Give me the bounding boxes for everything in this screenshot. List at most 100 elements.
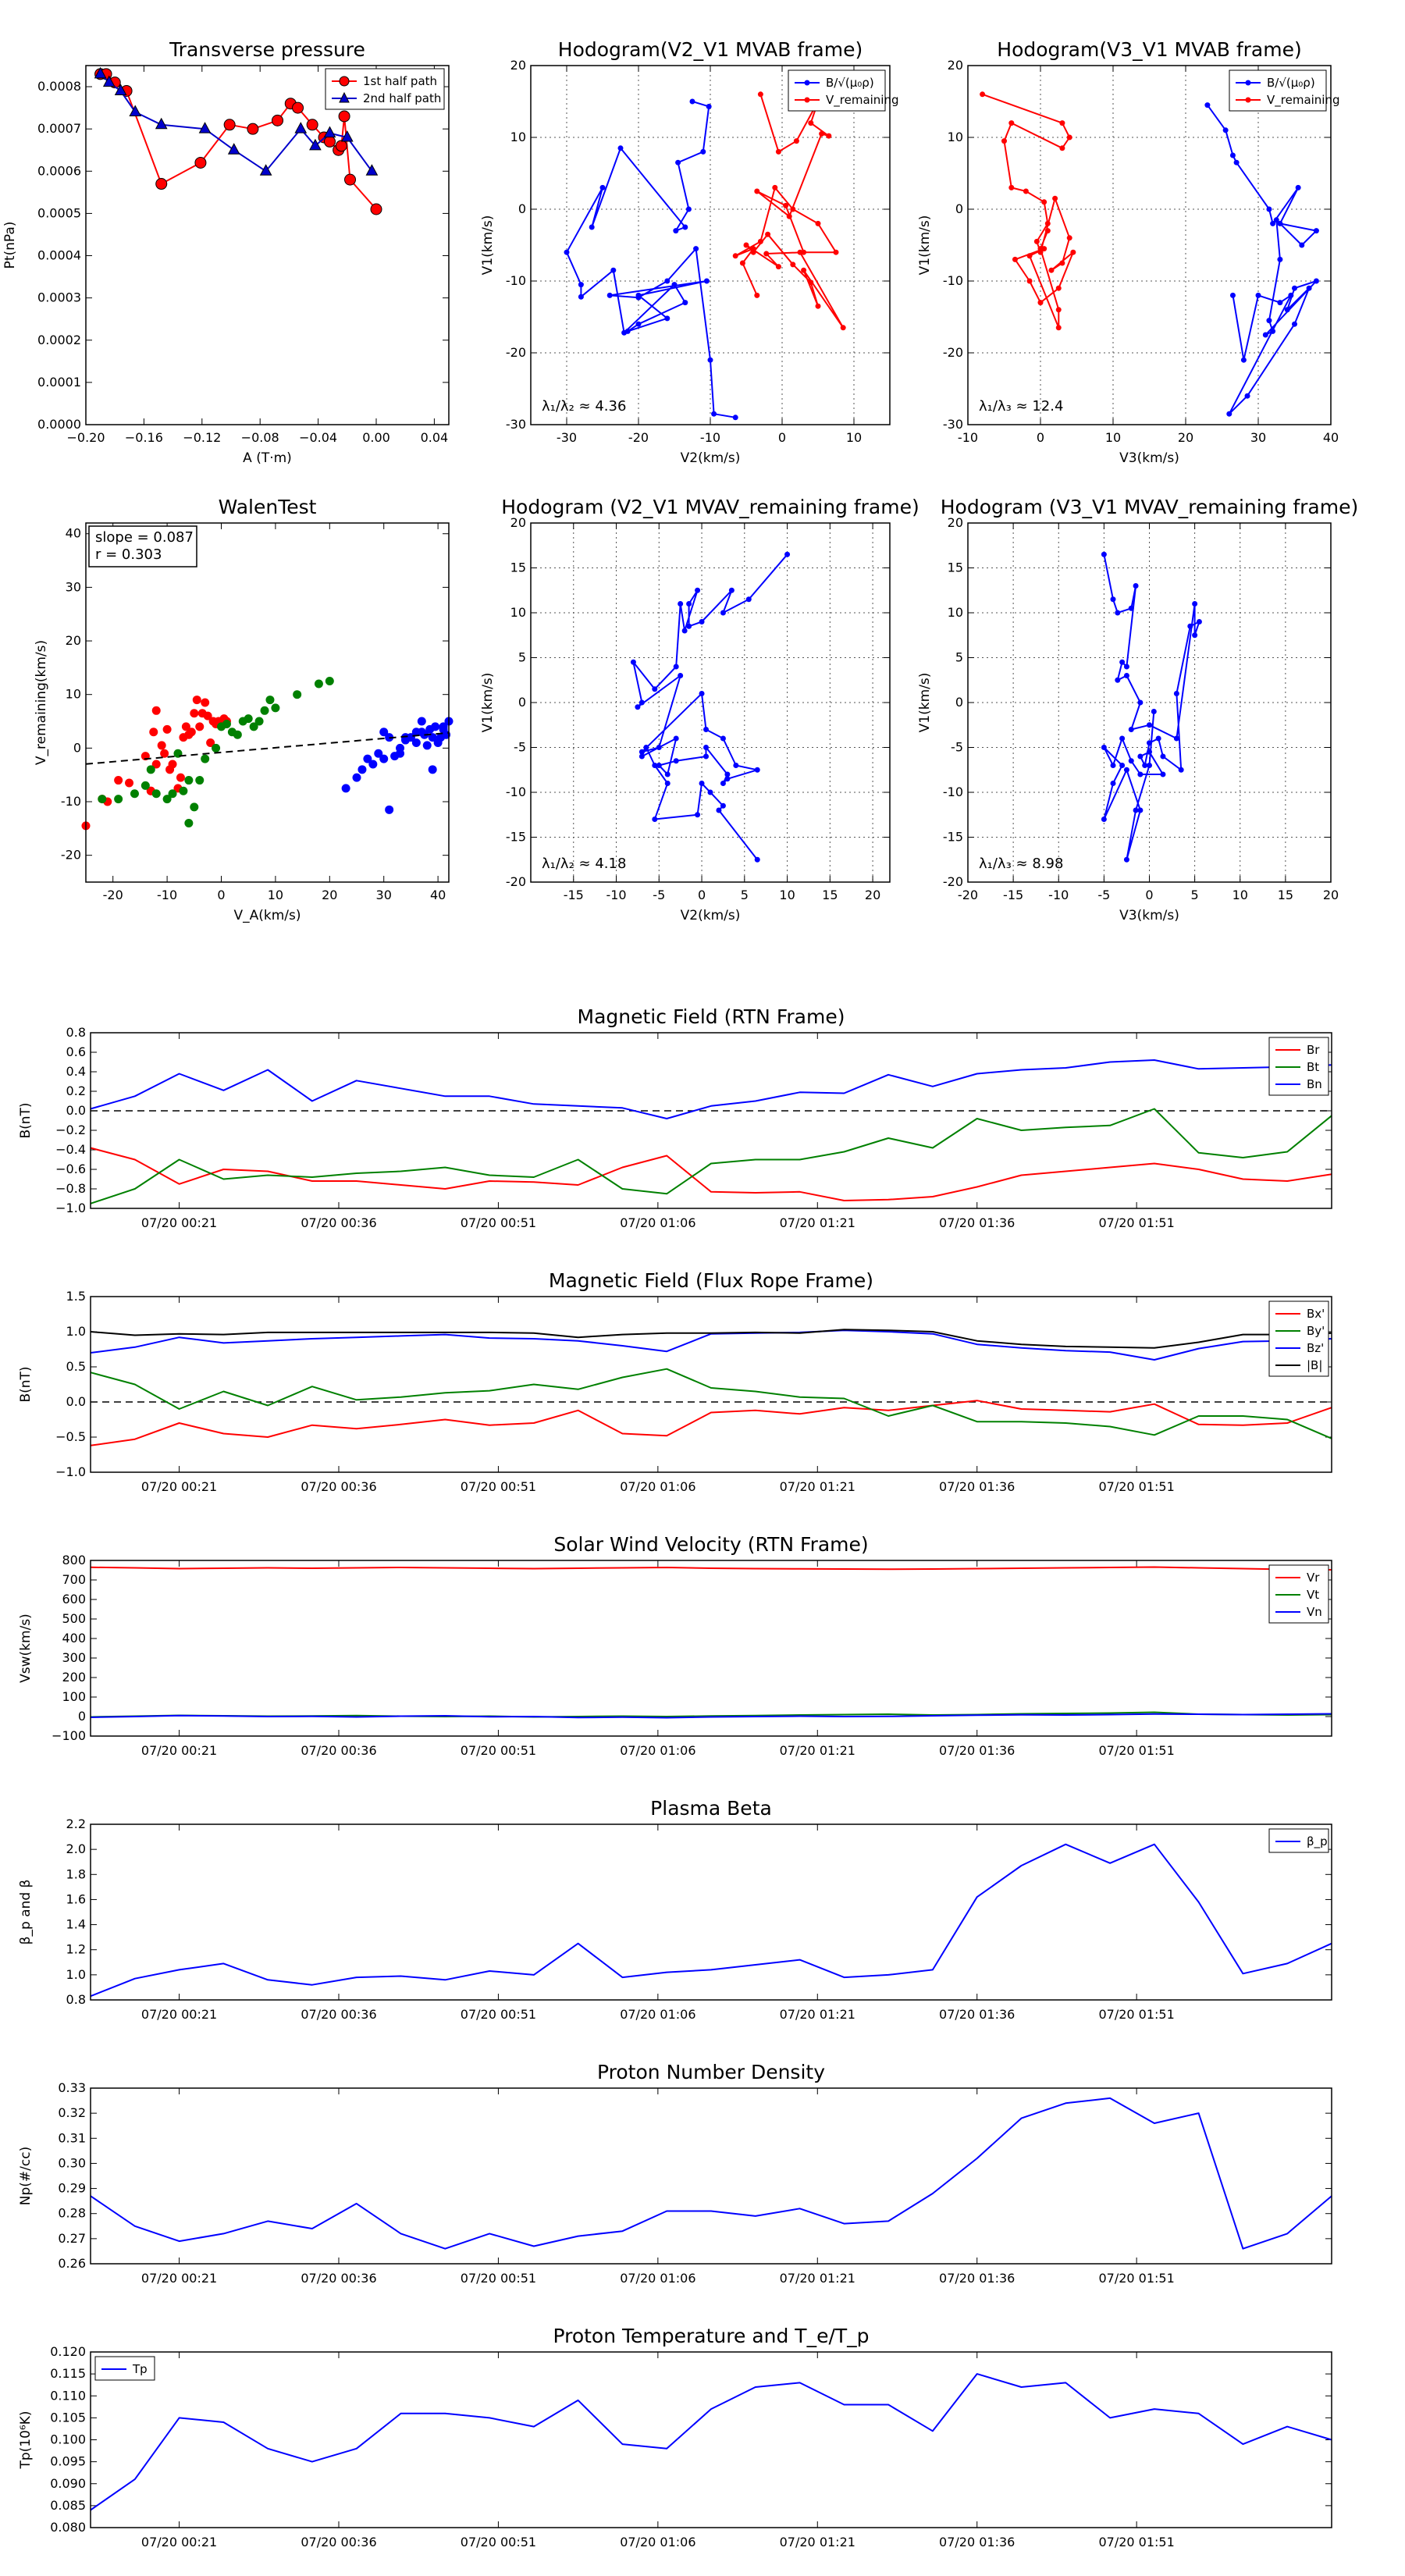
data-point [808,120,814,126]
chart-title: Proton Temperature and T_e/T_p [553,2325,869,2347]
x-tick-label: -5 [653,888,665,902]
chart-mag_rtn: Magnetic Field (RTN Frame) −1.0 −0.8 −0.6 −0… [18,1005,1332,1230]
x-tick-label: 07/20 00:21 [141,2271,217,2286]
y-tick-label: −0.5 [55,1429,86,1444]
y-tick-label: -20 [506,345,526,360]
y-tick-label: -20 [943,874,963,889]
data-point [754,856,760,863]
data-point [678,673,684,678]
data-point [635,321,642,327]
data-point [365,164,379,176]
y-axis-label: V1(km/s) [917,673,933,733]
x-tick-label: 30 [1250,430,1266,445]
chart-title: Magnetic Field (RTN Frame) [578,1005,845,1028]
axes-frame [90,1823,1332,2001]
data-point [1233,159,1240,165]
series-line [90,1713,1332,1719]
x-tick-label: 40 [430,888,446,902]
legend-entry: B/√(μ₀ρ) [826,76,874,90]
data-point [797,249,803,255]
data-point [265,696,275,705]
y-tick-label: 0.8 [66,1992,86,2007]
data-point [212,743,221,753]
data-point [1196,619,1202,624]
data-point [176,773,185,782]
data-point [695,587,701,593]
data-point [201,698,210,707]
series-line [90,1843,1332,1998]
x-axis-label: V2(km/s) [681,450,741,466]
data-point [1270,328,1276,334]
y-tick-label: 500 [62,1611,86,1626]
y-tick-label: 0.085 [50,2498,86,2513]
chart-title: Magnetic Field (Flux Rope Frame) [549,1269,873,1292]
data-point [775,148,781,155]
data-point [1262,332,1268,338]
y-tick-label: 0.110 [50,2388,86,2403]
y-tick-label: 0.120 [50,2344,86,2359]
x-tick-label: -10 [606,888,626,902]
legend-entry: 2nd half path [363,91,441,105]
data-point [323,135,336,148]
y-tick-label: 2.2 [66,1816,86,1831]
data-point [1147,722,1152,728]
data-point [1052,195,1058,201]
data-point [129,105,142,117]
legend-marker [804,80,810,86]
data-point [1299,242,1305,248]
x-tick-label: -5 [1097,888,1110,902]
data-point [732,253,738,259]
data-point [140,781,150,790]
axes-frame [530,522,891,883]
data-point [652,763,658,768]
data-point [335,140,347,152]
data-point [1173,691,1179,696]
data-point [102,75,116,87]
series-line [90,1147,1332,1201]
data-point [1110,763,1116,768]
data-point [130,789,139,799]
data-point [1115,677,1121,683]
data-point [1137,771,1144,777]
x-tick-label: 0 [1145,888,1153,902]
data-point [292,101,304,114]
data-point [1277,256,1283,262]
y-tick-label: 600 [62,1592,86,1606]
data-point [168,789,177,799]
x-tick-label: 07/20 01:06 [620,2271,695,2286]
x-tick-label: 07/20 00:36 [301,2007,376,2022]
y-tick-label: 0 [518,695,526,710]
y-tick-label: -5 [951,740,963,755]
chart-title: Plasma Beta [650,1797,772,1820]
y-tick-label: 0.080 [50,2520,86,2535]
y-tick-label: 10 [510,130,526,144]
data-point [716,807,722,813]
data-point [363,754,372,763]
y-axis-label: β_p and β [18,1880,34,1945]
data-point [1123,664,1129,670]
x-tick-label: 07/20 00:36 [301,2271,376,2286]
x-tick-label: 07/20 00:51 [461,2535,536,2549]
data-point [699,781,705,786]
data-point [1037,300,1044,306]
data-point [1137,753,1144,760]
y-tick-label: −0.4 [55,1142,86,1157]
data-point [314,679,323,688]
chart-hodo3: Hodogram (V2_V1 MVAV_remaining frame) -20… [480,496,919,923]
data-point [578,294,584,300]
data-point [1026,253,1033,259]
y-tick-label: 100 [62,1689,86,1704]
y-tick-label: 1.4 [66,1917,86,1932]
data-point [249,722,258,731]
x-tick-label: 07/20 01:51 [1098,1743,1174,1758]
data-point [1012,256,1018,262]
legend-entry: By' [1307,1324,1325,1338]
x-tick-label: 07/20 00:51 [461,1215,536,1230]
data-point [1048,267,1055,273]
data-point [599,184,606,190]
data-point [1123,673,1129,678]
x-tick-label: 40 [1323,430,1339,445]
data-point [1123,767,1129,773]
data-point [190,709,199,718]
